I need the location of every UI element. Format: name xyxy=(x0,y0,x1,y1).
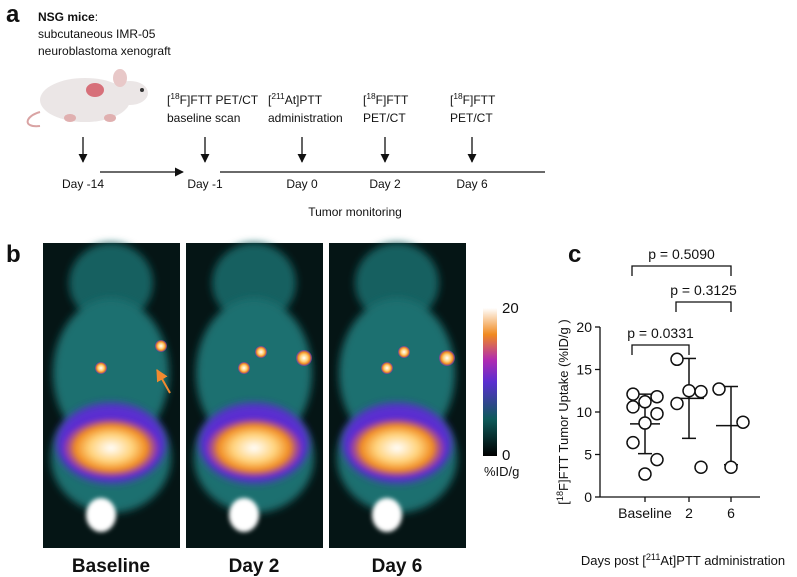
event-label: PET/CT xyxy=(450,111,493,125)
data-point xyxy=(626,400,640,414)
significance-bracket xyxy=(631,265,732,276)
data-point xyxy=(694,384,708,399)
significance-bracket xyxy=(631,344,690,355)
event-label: administration xyxy=(268,111,343,125)
data-point xyxy=(650,452,664,467)
superscript: 18 xyxy=(453,91,463,101)
y-axis-label: [18F]FTT Tumor Uptake (%ID/g ) xyxy=(555,319,571,504)
text-part: F]FTT PET/CT xyxy=(180,93,259,107)
day-label: Day 6 xyxy=(456,177,488,191)
y-tick-label: 0 xyxy=(584,489,592,505)
text-part: [ xyxy=(167,93,171,107)
data-point xyxy=(736,415,750,429)
data-point xyxy=(626,387,640,401)
event-label: [18F]FTT xyxy=(450,91,496,107)
data-point xyxy=(724,460,738,474)
data-point xyxy=(626,435,640,450)
data-point xyxy=(638,416,652,430)
text-part: At]PTT xyxy=(285,93,323,107)
event-label: [18F]FTT xyxy=(363,91,409,107)
text-part: Days post [ xyxy=(581,553,646,568)
data-point xyxy=(638,395,652,409)
text-part: [ xyxy=(363,93,367,107)
text-part: [ xyxy=(556,501,571,505)
data-point xyxy=(694,460,708,474)
superscript: 211 xyxy=(646,552,661,562)
event-label: PET/CT xyxy=(363,111,406,125)
hot-spot xyxy=(255,346,267,358)
event-label: [18F]FTT PET/CT xyxy=(167,91,259,107)
data-point xyxy=(670,396,684,411)
mouse-title: NSG mice: xyxy=(38,10,98,24)
image-label: Baseline xyxy=(72,556,150,577)
colorbar-max: 20 xyxy=(502,300,519,317)
pet-image xyxy=(186,243,323,548)
superscript: 18 xyxy=(366,91,376,101)
day-label: Day -14 xyxy=(62,177,104,191)
superscript: 18 xyxy=(555,491,565,501)
x-axis-label: Days post [211At]PTT administration xyxy=(581,552,785,568)
mouse-desc: neuroblastoma xenograft xyxy=(38,44,171,58)
image-label: Day 2 xyxy=(229,556,280,577)
significance-bracket xyxy=(675,301,732,312)
p-value: p = 0.0331 xyxy=(627,325,694,341)
image-label: Day 6 xyxy=(372,556,423,577)
data-point xyxy=(670,352,684,367)
data-point xyxy=(638,467,652,481)
hot-spot xyxy=(296,350,312,366)
panel-label: a xyxy=(6,1,20,28)
y-tick-label: 10 xyxy=(576,404,592,420)
pet-image xyxy=(43,243,180,548)
superscript: 18 xyxy=(170,91,180,101)
y-tick-label: 15 xyxy=(576,362,592,378)
data-point xyxy=(650,406,664,421)
text-part: F]FTT xyxy=(376,93,409,107)
hot-spot xyxy=(155,340,167,352)
x-tick-label: 6 xyxy=(727,505,735,521)
event-label: baseline scan xyxy=(167,111,240,125)
pet-image xyxy=(329,243,466,548)
panel-label: b xyxy=(6,241,21,268)
data-point xyxy=(712,382,726,396)
mouse-icon xyxy=(26,69,148,128)
colorbar xyxy=(483,308,497,456)
colorbar-min: 0 xyxy=(502,447,510,464)
text-part: [ xyxy=(450,93,454,107)
day-label: Day 2 xyxy=(369,177,401,191)
tumor-arrow xyxy=(156,368,171,394)
colorbar-unit: %ID/g xyxy=(484,464,519,479)
hot-spot xyxy=(398,346,410,358)
p-value: p = 0.5090 xyxy=(648,246,715,262)
monitoring-label: Tumor monitoring xyxy=(308,205,402,219)
event-label: [211At]PTT xyxy=(268,91,323,107)
x-tick-label: 2 xyxy=(685,505,693,521)
timeline: Day -14 Day -1 Day 0 Day 2 Day 6[18F]FTT PET… xyxy=(62,91,545,191)
data-point xyxy=(650,389,664,404)
text-part: At]PTT administration xyxy=(660,553,785,568)
y-tick-label: 5 xyxy=(584,447,592,463)
superscript: 211 xyxy=(271,91,285,101)
day-label: Day 0 xyxy=(286,177,318,191)
p-value: p = 0.3125 xyxy=(670,282,737,298)
y-tick-label: 20 xyxy=(576,319,592,335)
hot-spot xyxy=(439,350,455,366)
panel-label: c xyxy=(568,241,581,268)
text-part: F]FTT Tumor Uptake (%ID/g ) xyxy=(556,319,571,491)
x-tick-label: Baseline xyxy=(618,505,672,521)
day-label: Day -1 xyxy=(187,177,223,191)
text-part: [ xyxy=(268,93,272,107)
mouse-desc: subcutaneous IMR-05 xyxy=(38,27,156,41)
data-point xyxy=(682,384,696,398)
text-part: F]FTT xyxy=(463,93,496,107)
